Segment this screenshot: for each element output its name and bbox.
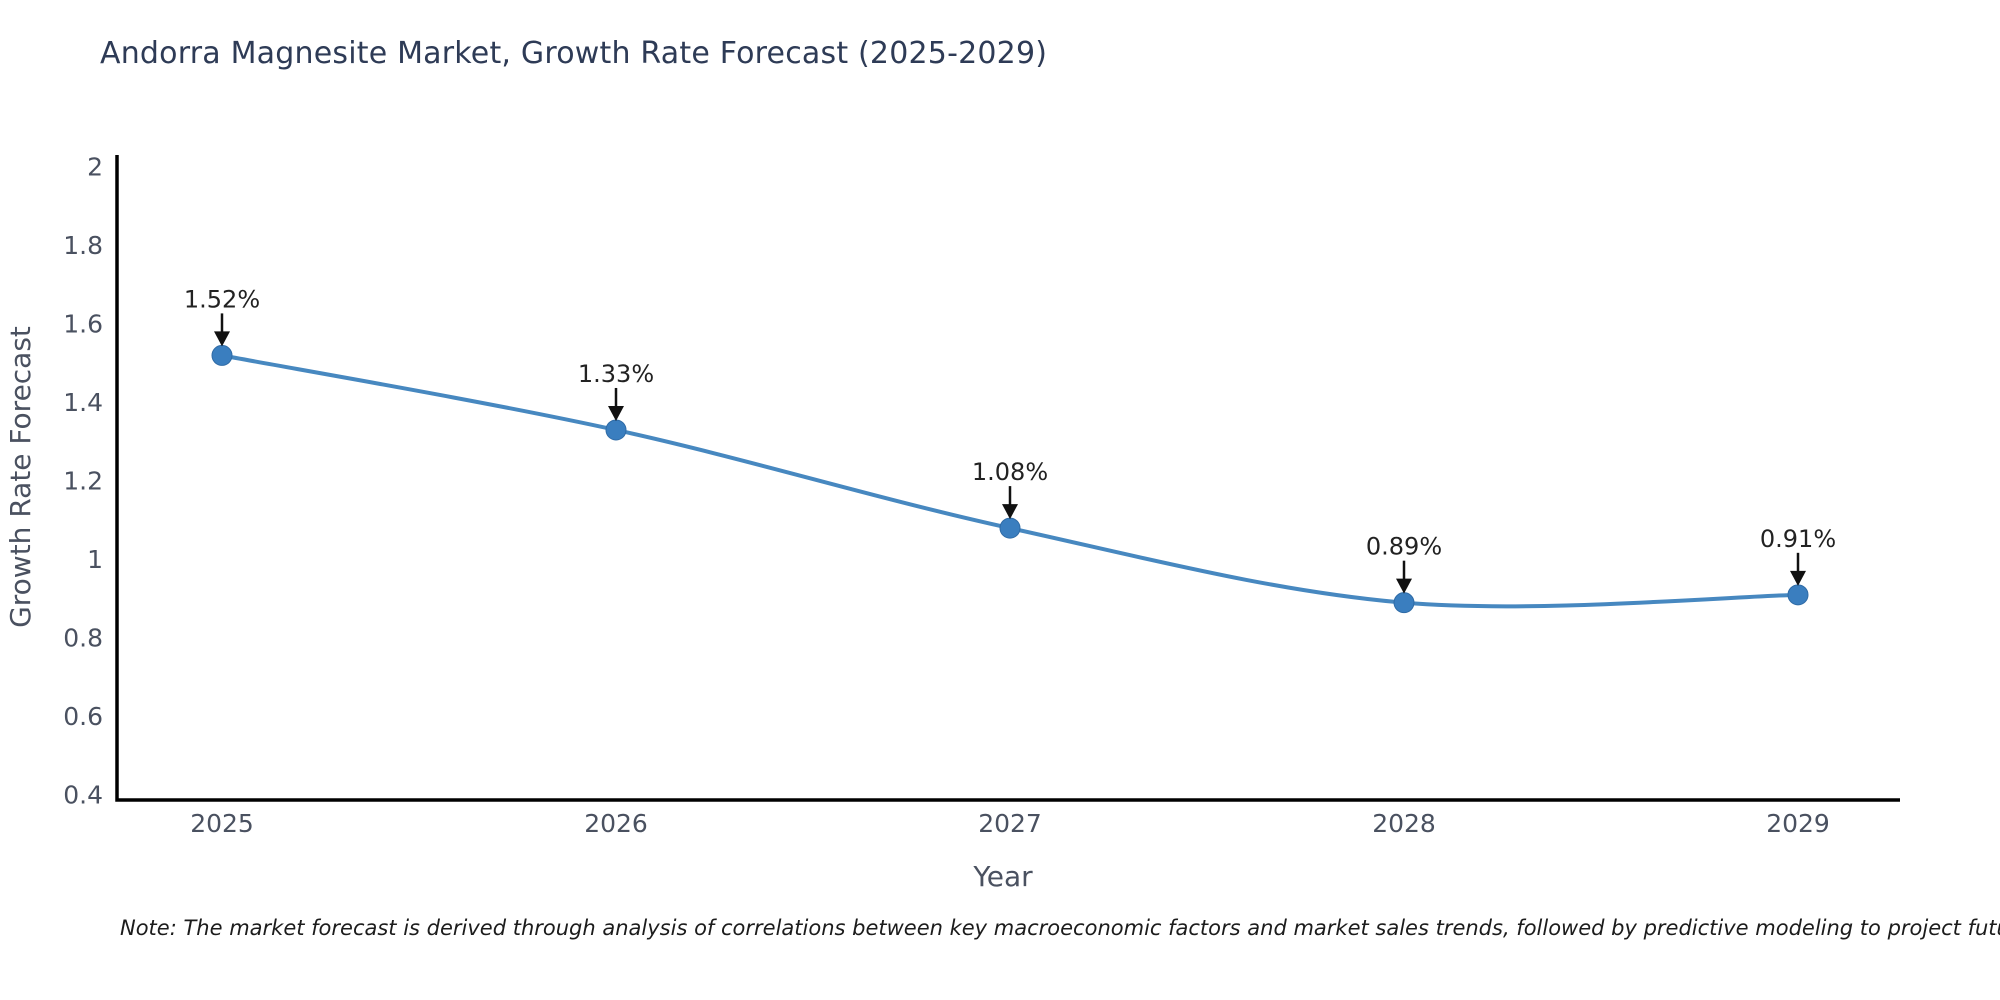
x-tick-label: 2026 xyxy=(584,809,648,838)
x-tick-label: 2027 xyxy=(978,809,1042,838)
y-axis-title: Growth Rate Forecast xyxy=(4,326,37,628)
annotation-arrow-head xyxy=(1396,578,1412,594)
point-value-label: 1.52% xyxy=(184,285,260,313)
point-value-label: 0.89% xyxy=(1366,533,1442,561)
x-tick-label: 2029 xyxy=(1766,809,1830,838)
point-value-label: 1.33% xyxy=(578,360,654,388)
annotation-arrow-head xyxy=(1002,504,1018,520)
y-tick-label: 0.4 xyxy=(63,781,103,810)
point-value-label: 0.91% xyxy=(1760,525,1836,553)
x-tick-label: 2028 xyxy=(1372,809,1436,838)
chart-title: Andorra Magnesite Market, Growth Rate Fo… xyxy=(100,36,1048,71)
y-tick-label: 1.2 xyxy=(63,467,103,496)
point-value-label: 1.08% xyxy=(972,458,1048,486)
y-tick-label: 1.6 xyxy=(63,310,103,339)
y-tick-label: 0.6 xyxy=(63,702,103,731)
data-point-marker xyxy=(211,344,233,366)
data-point-marker xyxy=(1787,584,1809,606)
x-axis-title: Year xyxy=(972,860,1033,893)
annotation-arrow-head xyxy=(608,405,624,421)
x-tick-label: 2025 xyxy=(190,809,254,838)
data-point-marker xyxy=(605,419,627,441)
axes-spines xyxy=(115,155,1900,802)
footnote-text: Note: The market forecast is derived thr… xyxy=(120,916,2000,940)
y-tick-label: 0.8 xyxy=(63,624,103,653)
annotation-arrow-head xyxy=(1790,570,1806,586)
data-point-marker xyxy=(1393,592,1415,614)
y-tick-label: 1 xyxy=(87,545,103,574)
y-tick-label: 2 xyxy=(87,153,103,182)
annotation-arrow-head xyxy=(214,331,230,347)
y-tick-label: 1.8 xyxy=(63,231,103,260)
y-tick-label: 1.4 xyxy=(63,388,103,417)
data-point-marker xyxy=(999,517,1021,539)
